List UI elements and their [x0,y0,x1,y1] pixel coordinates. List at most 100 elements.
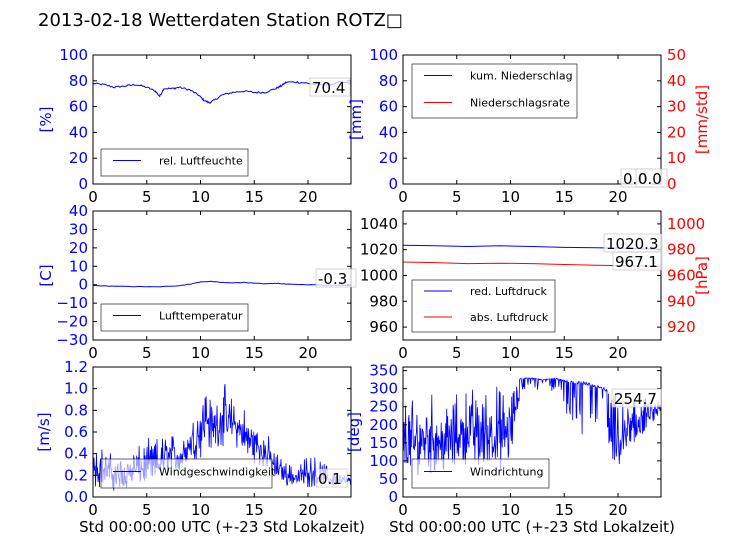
last-value-2-text: 967.1 [615,253,658,271]
x-tick-label: 0 [398,188,408,206]
x-tick-label: 20 [298,501,317,519]
panel-pressure: 0 5 10 15 20 960 980 1000 1020 1040 920 940 960 980 10… [360,210,711,362]
y-tick-label: 10 [69,257,88,275]
axes-frame [402,366,662,498]
y-tick-label: 40 [379,123,398,141]
last-value-1: 1020.3 [603,233,663,253]
y-axis-label-right: [mm/std] [693,85,711,154]
y-tick-label: 0 [388,175,398,193]
x-tick-label: 15 [555,188,574,206]
y-tick-label: 1.2 [64,358,88,376]
y-tick-label: 350 [369,362,398,380]
y-tick-label: 60 [69,98,88,116]
y-tick-label-right: 980 [667,241,696,259]
last-value-text: -0.3 [318,270,347,288]
y-tick-label: 0.0 [64,488,88,506]
y-tick-label: 60 [379,98,398,116]
y-axis-label: [mm] [347,99,365,140]
last-value: 0.1 [315,468,348,488]
legend: Lufttemperatur [100,303,249,332]
y-axis-label: [%] [37,107,55,133]
legend: kum. Niederschlag Niederschlagsrate [411,63,578,119]
y-axis-label: [deg] [345,412,363,452]
legend-label: Windgeschwindigkeit [159,466,276,479]
y-tick-label: 80 [379,72,398,90]
y-tick-label: 20 [69,239,88,257]
y-tick-label: 30 [69,220,88,238]
y-tick-label-right: 40 [667,72,686,90]
y-tick-label-right: 20 [667,123,686,141]
series-line [402,377,662,476]
last-value: 70.4 [309,77,351,97]
y-tick-label: 0.2 [64,466,88,484]
y-tick-label: 0 [78,276,88,294]
y-tick-label-right: 30 [667,98,686,116]
legend-label: Niederschlagsrate [470,97,570,110]
legend: rel. Luftfeuchte [100,148,249,177]
x-tick-label: 0 [398,501,408,519]
y-tick-label: 980 [369,292,398,310]
y-tick-label: 1020 [360,241,398,259]
series-line [93,280,352,288]
y-tick-label-right: 960 [667,267,696,285]
legend-label: Windrichtung [470,466,543,479]
x-tick-label: 10 [501,501,520,519]
y-tick-label: 250 [369,398,398,416]
x-tick-label: 10 [501,188,520,206]
legend: Windgeschwindigkeit [100,458,276,489]
legend-label: Lufttemperatur [159,310,243,323]
y-tick-label-right: 0 [667,175,677,193]
last-value-2: 967.1 [612,251,663,271]
x-tick-label: 0 [398,344,408,362]
legend-label: kum. Niederschlag [470,70,573,83]
y-tick-label-right: 50 [667,46,686,64]
y-tick-label: 100 [59,46,88,64]
x-tick-label: 20 [298,344,317,362]
x-tick-label: 10 [191,188,210,206]
last-value: 254.7 [611,388,662,408]
legend-label: red. Luftdruck [470,285,547,298]
x-tick-label: 15 [245,501,264,519]
y-tick-label-right: 940 [667,292,696,310]
y-tick-label-right: 1000 [667,215,705,233]
last-value-text: 70.4 [312,79,345,97]
y-tick-label: 150 [369,434,398,452]
legend-label: abs. Luftdruck [470,311,549,324]
legend-label: rel. Luftfeuchte [159,155,243,168]
x-tick-label: 20 [608,501,627,519]
x-tick-label: 15 [245,344,264,362]
y-tick-label: −20 [56,313,88,331]
x-axis-label: Std 00:00:00 UTC (+-23 Std Lokalzeit) [79,518,365,536]
y-tick-label: 0 [78,175,88,193]
legend: Windrichtung [411,458,550,489]
panel-windspeed: 0 5 10 15 20 0.0 0.2 0.4 0.6 0.8 1.0 1.2 [m/s] Std 00… [35,358,365,536]
y-tick-label: 20 [379,149,398,167]
y-tick-label: 20 [69,149,88,167]
y-tick-label: 960 [369,318,398,336]
panel-humidity: 0 5 10 15 20 0 20 40 60 80 100 [%] rel. Luftfeuchte 7… [37,46,352,206]
last-value: -0.3 [315,268,357,288]
y-tick-label: −10 [56,294,88,312]
y-tick-label: 80 [69,72,88,90]
panel-precipitation: 0 5 10 15 20 0 20 40 60 80 100 0 10 20 30 40 50 [mm] [mm/s… [347,46,711,206]
last-value-text: 254.7 [614,390,657,408]
y-tick-label: 100 [369,46,398,64]
last-value-1-text: 1020.3 [606,235,659,253]
x-tick-label: 5 [142,344,152,362]
legend: red. Luftdruck abs. Luftdruck [411,279,556,333]
x-tick-label: 0 [88,344,98,362]
figure-title: 2013-02-18 Wetterdaten Station ROTZ□ [38,10,403,31]
x-tick-label: 15 [555,344,574,362]
y-tick-label: 0.8 [64,401,88,419]
y-tick-label: 300 [369,380,398,398]
x-tick-label: 5 [142,501,152,519]
panel-temperature: 0 5 10 15 20−30−20−10010203040[C]Lufttempera… [37,202,357,362]
y-tick-label: 1000 [360,267,398,285]
y-tick-label: −30 [56,331,88,349]
axes-frame [402,54,662,185]
x-tick-label: 5 [452,188,462,206]
y-axis-label: [C] [37,264,55,286]
y-tick-label-right: 920 [667,318,696,336]
